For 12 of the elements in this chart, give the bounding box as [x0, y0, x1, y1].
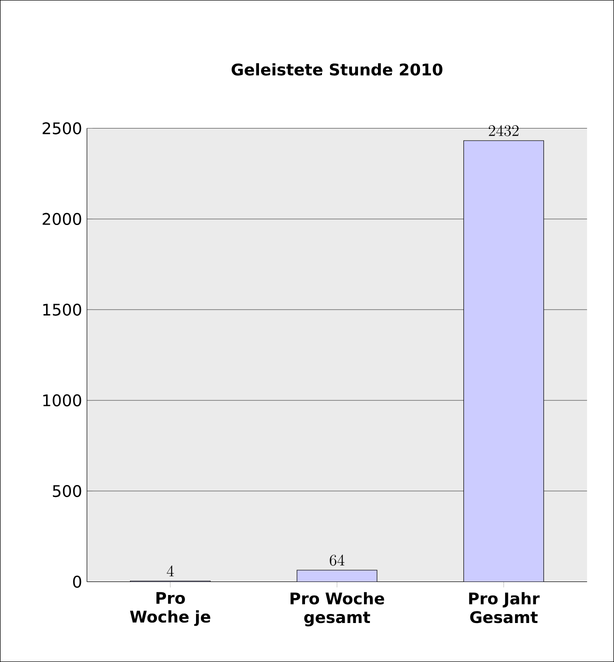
- y-tick-label: 2000: [42, 212, 82, 226]
- chart-title: Geleistete Stunde 2010: [232, 63, 442, 76]
- y-tick-label: 1000: [43, 394, 82, 406]
- x-tick-label: Pro Jahr Gesamt: [469, 592, 540, 624]
- y-tick-label: 1500: [43, 304, 82, 316]
- x-tick-label: Pro Woche je: [130, 592, 210, 626]
- y-tick-label: 500: [52, 484, 82, 498]
- data-label: 4: [166, 565, 174, 576]
- y-tick-label: 0: [73, 576, 82, 588]
- y-tick-label: 2500: [42, 122, 82, 134]
- data-label: 64: [330, 554, 344, 566]
- x-tick-label: Pro Woche gesamt: [290, 592, 384, 626]
